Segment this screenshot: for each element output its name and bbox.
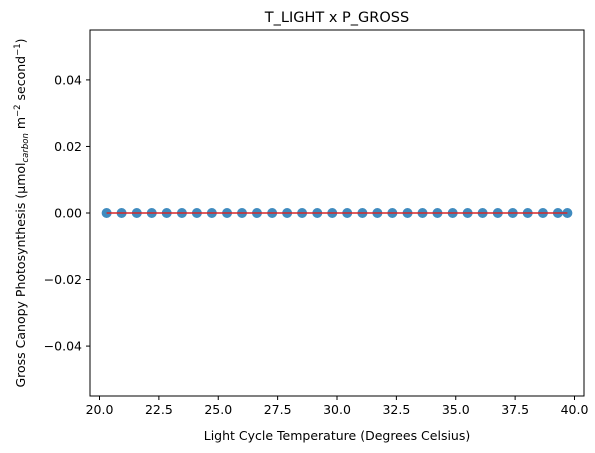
x-tick-label: 40.0 bbox=[561, 402, 589, 417]
x-axis-title: Light Cycle Temperature (Degrees Celsius… bbox=[204, 428, 471, 443]
y-tick-label: 0.00 bbox=[54, 206, 82, 221]
y-tick-label: −0.04 bbox=[44, 339, 82, 354]
x-tick-label: 22.5 bbox=[145, 402, 173, 417]
y-axis: −0.04 −0.02 0.00 0.02 0.04 bbox=[44, 72, 90, 354]
x-axis: 20.0 22.5 25.0 27.5 30.0 32.5 35.0 37.5 40.0 bbox=[86, 396, 589, 417]
plot-marks bbox=[101, 208, 573, 218]
x-tick-label: 32.5 bbox=[382, 402, 410, 417]
x-tick-label: 27.5 bbox=[264, 402, 292, 417]
x-tick-label: 20.0 bbox=[86, 402, 114, 417]
x-tick-label: 35.0 bbox=[442, 402, 470, 417]
y-tick-label: −0.02 bbox=[44, 272, 82, 287]
y-tick-label: 0.04 bbox=[54, 72, 82, 87]
chart-title: T_LIGHT x P_GROSS bbox=[264, 10, 409, 26]
x-tick-label: 37.5 bbox=[501, 402, 529, 417]
x-tick-label: 30.0 bbox=[323, 402, 351, 417]
y-tick-label: 0.02 bbox=[54, 139, 82, 154]
y-axis-title: Gross Canopy Photosynthesis (μmolcarbon … bbox=[13, 38, 31, 387]
x-tick-label: 25.0 bbox=[204, 402, 232, 417]
